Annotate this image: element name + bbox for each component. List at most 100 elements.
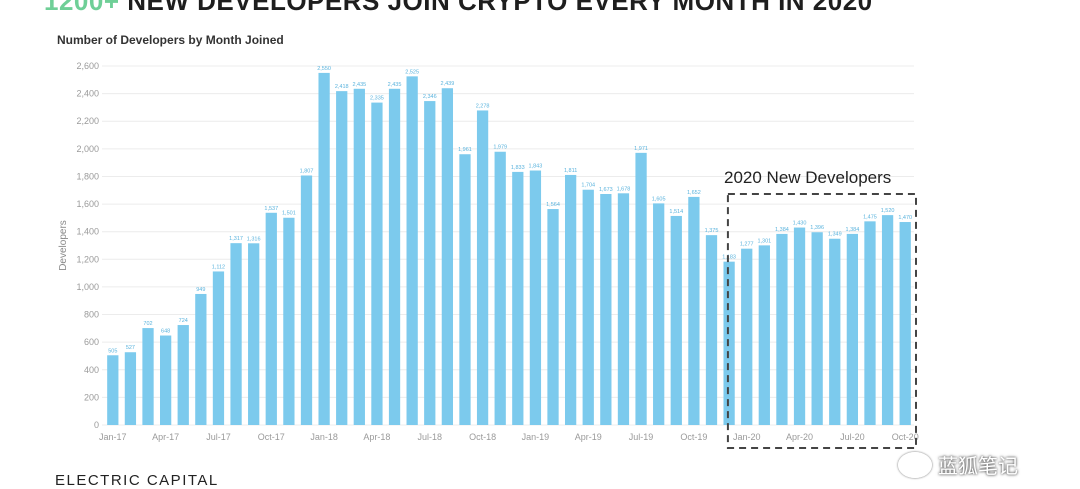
bar-value-label: 1,317 xyxy=(229,236,243,242)
bar-value-label: 1,112 xyxy=(212,264,225,270)
bar xyxy=(776,233,788,425)
bar xyxy=(336,91,348,425)
bar-value-label: 2,278 xyxy=(476,103,490,109)
bar-value-label: 1,375 xyxy=(705,228,719,234)
bar xyxy=(635,152,647,425)
bar-value-label: 1,673 xyxy=(599,187,613,193)
x-tick-label: Jul-20 xyxy=(840,432,865,442)
bar-value-label: 1,971 xyxy=(634,146,648,152)
bar xyxy=(388,88,401,426)
bar xyxy=(212,271,225,425)
bar-value-label: 1,605 xyxy=(652,196,666,202)
bar xyxy=(811,232,823,425)
bar-value-label: 2,335 xyxy=(370,96,384,102)
x-tick-label: Jul-19 xyxy=(629,432,654,442)
bar xyxy=(476,110,489,426)
x-tick-label: Apr-20 xyxy=(786,432,813,442)
bar-value-label: 2,525 xyxy=(405,69,419,75)
x-tick-label: Jul-17 xyxy=(206,432,231,442)
bar-value-label: 1,430 xyxy=(793,221,807,227)
bar xyxy=(406,76,418,425)
bar-value-label: 1,678 xyxy=(617,186,631,192)
bar xyxy=(582,189,594,425)
y-tick-label: 2,600 xyxy=(76,61,99,71)
y-tick-label: 1,400 xyxy=(76,227,99,237)
bar xyxy=(124,352,137,425)
bar-value-label: 2,550 xyxy=(317,66,331,72)
y-tick-label: 2,200 xyxy=(76,116,99,126)
x-tick-label: Oct-17 xyxy=(258,432,285,442)
x-tick-label: Apr-18 xyxy=(363,432,390,442)
bar-value-label: 1,979 xyxy=(493,145,507,151)
y-tick-label: 1,800 xyxy=(76,171,99,181)
bar-value-label: 1,277 xyxy=(740,242,754,248)
bar-value-label: 1,475 xyxy=(863,214,877,220)
bar xyxy=(494,151,506,425)
bar xyxy=(424,101,436,426)
bar xyxy=(353,88,365,426)
bar xyxy=(600,193,612,425)
x-tick-label: Jan-20 xyxy=(733,432,761,442)
bar xyxy=(705,235,718,425)
y-tick-label: 1,000 xyxy=(76,282,99,292)
bar-value-label: 1,652 xyxy=(687,190,701,196)
bar xyxy=(318,72,330,426)
bar xyxy=(142,328,154,425)
y-tick-label: 2,000 xyxy=(76,144,99,154)
bar xyxy=(265,212,277,425)
bar-value-label: 1,349 xyxy=(828,232,842,238)
bar xyxy=(829,238,841,425)
bar-value-label: 2,418 xyxy=(335,84,349,90)
bar xyxy=(300,175,313,425)
bar xyxy=(564,174,577,425)
wechat-icon xyxy=(898,451,932,478)
bar-value-label: 2,439 xyxy=(440,81,454,87)
bar xyxy=(723,261,735,425)
bar-value-label: 2,435 xyxy=(388,82,402,88)
bar-value-label: 1,384 xyxy=(775,227,789,233)
bar xyxy=(617,193,630,425)
highlight-label: 2020 New Developers xyxy=(724,168,892,187)
y-tick-label: 800 xyxy=(84,310,99,320)
bar-value-label: 1,396 xyxy=(810,225,824,231)
bar xyxy=(864,221,876,425)
bar-value-label: 1,384 xyxy=(845,227,859,233)
x-tick-label: Jan-19 xyxy=(522,432,550,442)
bar-value-label: 1,811 xyxy=(564,168,577,174)
y-tick-label: 0 xyxy=(94,420,99,430)
bar-value-label: 2,346 xyxy=(423,94,437,100)
bar-value-label: 1,537 xyxy=(264,206,278,212)
bar xyxy=(529,170,542,425)
y-tick-label: 2,400 xyxy=(76,89,99,99)
bar xyxy=(741,248,753,425)
bar xyxy=(793,227,806,425)
watermark: 蓝狐笔记 xyxy=(898,450,1018,479)
x-tick-label: Apr-17 xyxy=(152,432,179,442)
bar xyxy=(230,243,242,425)
bar xyxy=(195,293,207,425)
bar-value-label: 1,470 xyxy=(898,215,912,221)
bar xyxy=(547,209,559,425)
y-axis-label: Developers xyxy=(58,220,69,271)
bar-value-label: 1,843 xyxy=(529,164,543,170)
bar-value-label: 702 xyxy=(143,321,152,327)
bar xyxy=(107,355,119,425)
bar xyxy=(688,196,700,425)
bar-value-label: 1,301 xyxy=(757,238,771,244)
brand-logo: ELECTRIC CAPITAL xyxy=(55,472,219,489)
bar xyxy=(653,203,665,425)
bar-value-label: 1,807 xyxy=(300,168,314,174)
bar xyxy=(283,217,295,425)
y-tick-label: 1,600 xyxy=(76,199,99,209)
y-tick-label: 1,200 xyxy=(76,254,99,264)
bar-value-label: 1,961 xyxy=(458,147,472,153)
chart-title: Number of Developers by Month Joined xyxy=(57,33,284,47)
x-tick-label: Jan-17 xyxy=(99,432,127,442)
y-tick-label: 200 xyxy=(84,392,99,402)
bar xyxy=(371,102,383,425)
bar xyxy=(441,88,454,426)
bar-value-label: 1,316 xyxy=(247,236,261,242)
bar xyxy=(159,335,172,425)
